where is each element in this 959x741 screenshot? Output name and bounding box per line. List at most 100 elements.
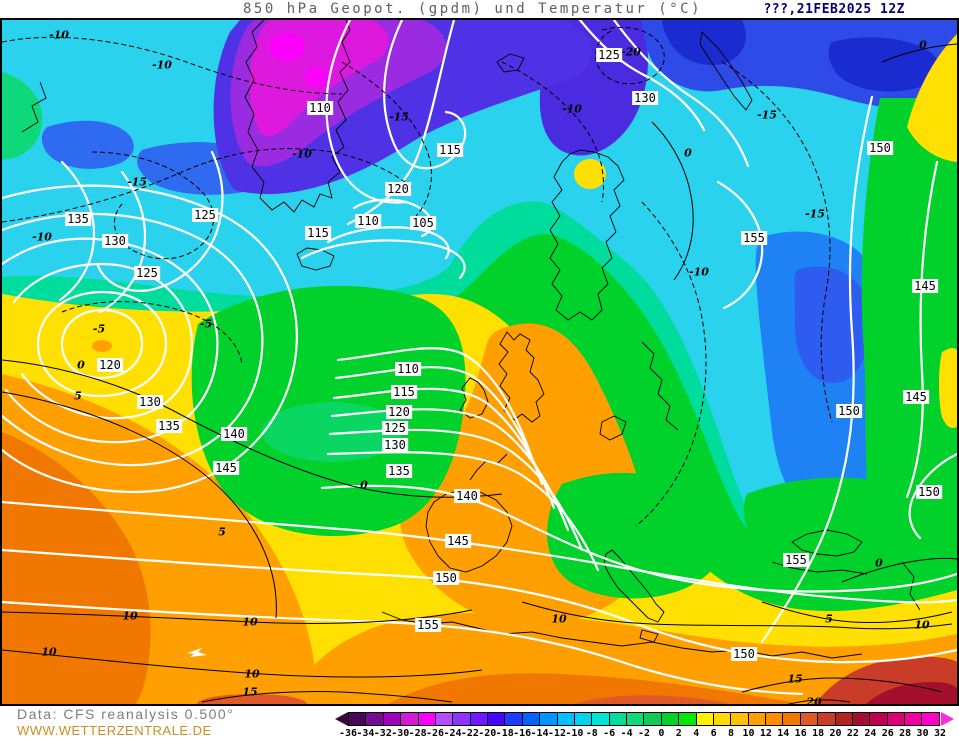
- temperature-label: 10: [244, 667, 260, 681]
- temperature-contours: [2, 26, 957, 704]
- colorbar-tick-label: -8: [585, 728, 598, 739]
- website-link[interactable]: WWW.WETTERZENTRALE.DE: [17, 723, 212, 738]
- geopotential-label: 130: [137, 395, 163, 409]
- geopotential-label: 115: [437, 143, 463, 157]
- temperature-label: -10: [32, 230, 52, 244]
- temperature-label: -5: [92, 322, 106, 336]
- geopotential-label: 145: [213, 461, 239, 475]
- colorbar-tick-label: 30: [916, 728, 929, 739]
- geopotential-label: 150: [433, 571, 459, 585]
- geopotential-label: 150: [836, 404, 862, 418]
- colorbar-tick-label: -36: [338, 728, 358, 739]
- geopotential-label: 155: [741, 231, 767, 245]
- colorbar-tick-label: 26: [881, 728, 894, 739]
- colorbar-segment: [488, 713, 506, 725]
- colorbar-segment: [418, 713, 436, 725]
- temperature-label: -10: [152, 58, 172, 72]
- temperature-label: -15: [127, 175, 147, 189]
- colorbar-tick-label: -20: [478, 728, 497, 739]
- temperature-label: -15: [757, 108, 777, 122]
- temperature-label: 5: [74, 389, 82, 403]
- temperature-label: -10: [562, 102, 582, 116]
- colorbar-left-arrow-icon: [335, 712, 348, 726]
- geopotential-label: 145: [445, 534, 471, 548]
- temperature-label: -5: [199, 317, 213, 331]
- colorbar-segment: [661, 713, 680, 725]
- colorbar-segment: [349, 713, 367, 725]
- colorbar-segment: [731, 713, 749, 725]
- geopotential-label: 115: [305, 226, 331, 240]
- colorbar-segment: [835, 713, 853, 725]
- temperature-label: 15: [787, 672, 803, 686]
- geopotential-label: 155: [415, 618, 441, 632]
- colorbar-tick-label: -28: [408, 728, 427, 739]
- geopotential-label: 140: [454, 489, 480, 503]
- colorbar-tick-label: 12: [759, 728, 772, 739]
- temperature-label: 10: [242, 615, 258, 629]
- geopotential-label: 120: [97, 358, 123, 372]
- colorbar-tick-label: -4: [620, 728, 633, 739]
- geopotential-label: 130: [102, 234, 128, 248]
- geopotential-label: 125: [134, 266, 160, 280]
- colorbar-tick-label: 24: [864, 728, 877, 739]
- geopotential-label: 110: [395, 362, 421, 376]
- arrow-marker: [187, 648, 207, 657]
- colorbar-segment: [557, 713, 575, 725]
- temperature-label: 10: [551, 612, 567, 626]
- colorbar-tick-label: -12: [547, 728, 566, 739]
- temperature-label: -20: [621, 45, 641, 59]
- temperature-label: 15: [242, 685, 258, 699]
- map-header: 850 hPa Geopot. (gpdm) und Temperatur (°…: [0, 0, 959, 18]
- temperature-label: -15: [389, 110, 409, 124]
- geopotential-label: 145: [903, 390, 929, 404]
- colorbar-segment: [627, 713, 645, 725]
- colorbar-segment: [383, 713, 402, 725]
- geopotential-label: 135: [156, 419, 182, 433]
- colorbar-ticks: -36 -34 -32 -30 -28 -26 -24 -22 -20 -18 -16 -14 -12-…: [335, 727, 957, 741]
- colorbar-tick-label: 14: [777, 728, 790, 739]
- geopotential-label: 130: [382, 438, 408, 452]
- temperature-label: 0: [919, 38, 927, 52]
- temperature-label: 5: [825, 612, 833, 626]
- colorbar-tick-label: -2: [637, 728, 651, 739]
- geopotential-label: 150: [867, 141, 893, 155]
- geopotential-label: 115: [391, 385, 417, 399]
- geopotential-label: 155: [783, 553, 809, 567]
- geopotential-label: 135: [65, 212, 91, 226]
- temperature-field-map: [2, 20, 957, 704]
- colorbar-segment: [522, 713, 541, 725]
- colorbar-right-arrow-icon: [941, 712, 954, 726]
- colorbar-segment: [748, 713, 766, 725]
- colorbar-segment: [713, 713, 732, 725]
- geopotential-label: 120: [386, 405, 412, 419]
- temperature-label: 5: [218, 525, 226, 539]
- colorbar-segment: [696, 713, 714, 725]
- colorbar-segment: [852, 713, 871, 725]
- colorbar-tick-label: 4: [693, 728, 700, 739]
- colorbar-tick-label: -26: [426, 728, 445, 739]
- weather-map: 110 115 120 125 130 125 135 130 115 110 105 150 155 1…: [0, 18, 959, 709]
- colorbar-segment: [818, 713, 836, 725]
- geopotential-label: 120: [385, 182, 411, 196]
- temperature-label: -10: [292, 147, 312, 161]
- temperature-label: -10: [689, 265, 709, 279]
- colorbar-tick-label: 22: [846, 728, 859, 739]
- colorbar-segment: [401, 713, 419, 725]
- colorbar-tick-label: -6: [603, 728, 616, 739]
- temperature-label: 0: [684, 146, 692, 160]
- colorbar-segment: [870, 713, 888, 725]
- colorbar-tick-label: 10: [742, 728, 755, 739]
- temperature-label: -10: [49, 28, 69, 42]
- colorbar-segment: [453, 713, 471, 725]
- geopotential-label: 135: [386, 464, 412, 478]
- colorbar-tick-label: 2: [675, 728, 682, 739]
- colorbar-tick-label: 8: [728, 728, 735, 739]
- colorbar-tick-label: 16: [794, 728, 807, 739]
- colorbar-tick-label: -34: [356, 728, 375, 739]
- geopotential-label: 125: [382, 421, 408, 435]
- colorbar-segment: [366, 713, 384, 725]
- colorbar-segment: [470, 713, 488, 725]
- temperature-label: 0: [360, 478, 368, 492]
- page-title: 850 hPa Geopot. (gpdm) und Temperatur (°…: [243, 1, 703, 17]
- colorbar-tick-label: 6: [710, 728, 717, 739]
